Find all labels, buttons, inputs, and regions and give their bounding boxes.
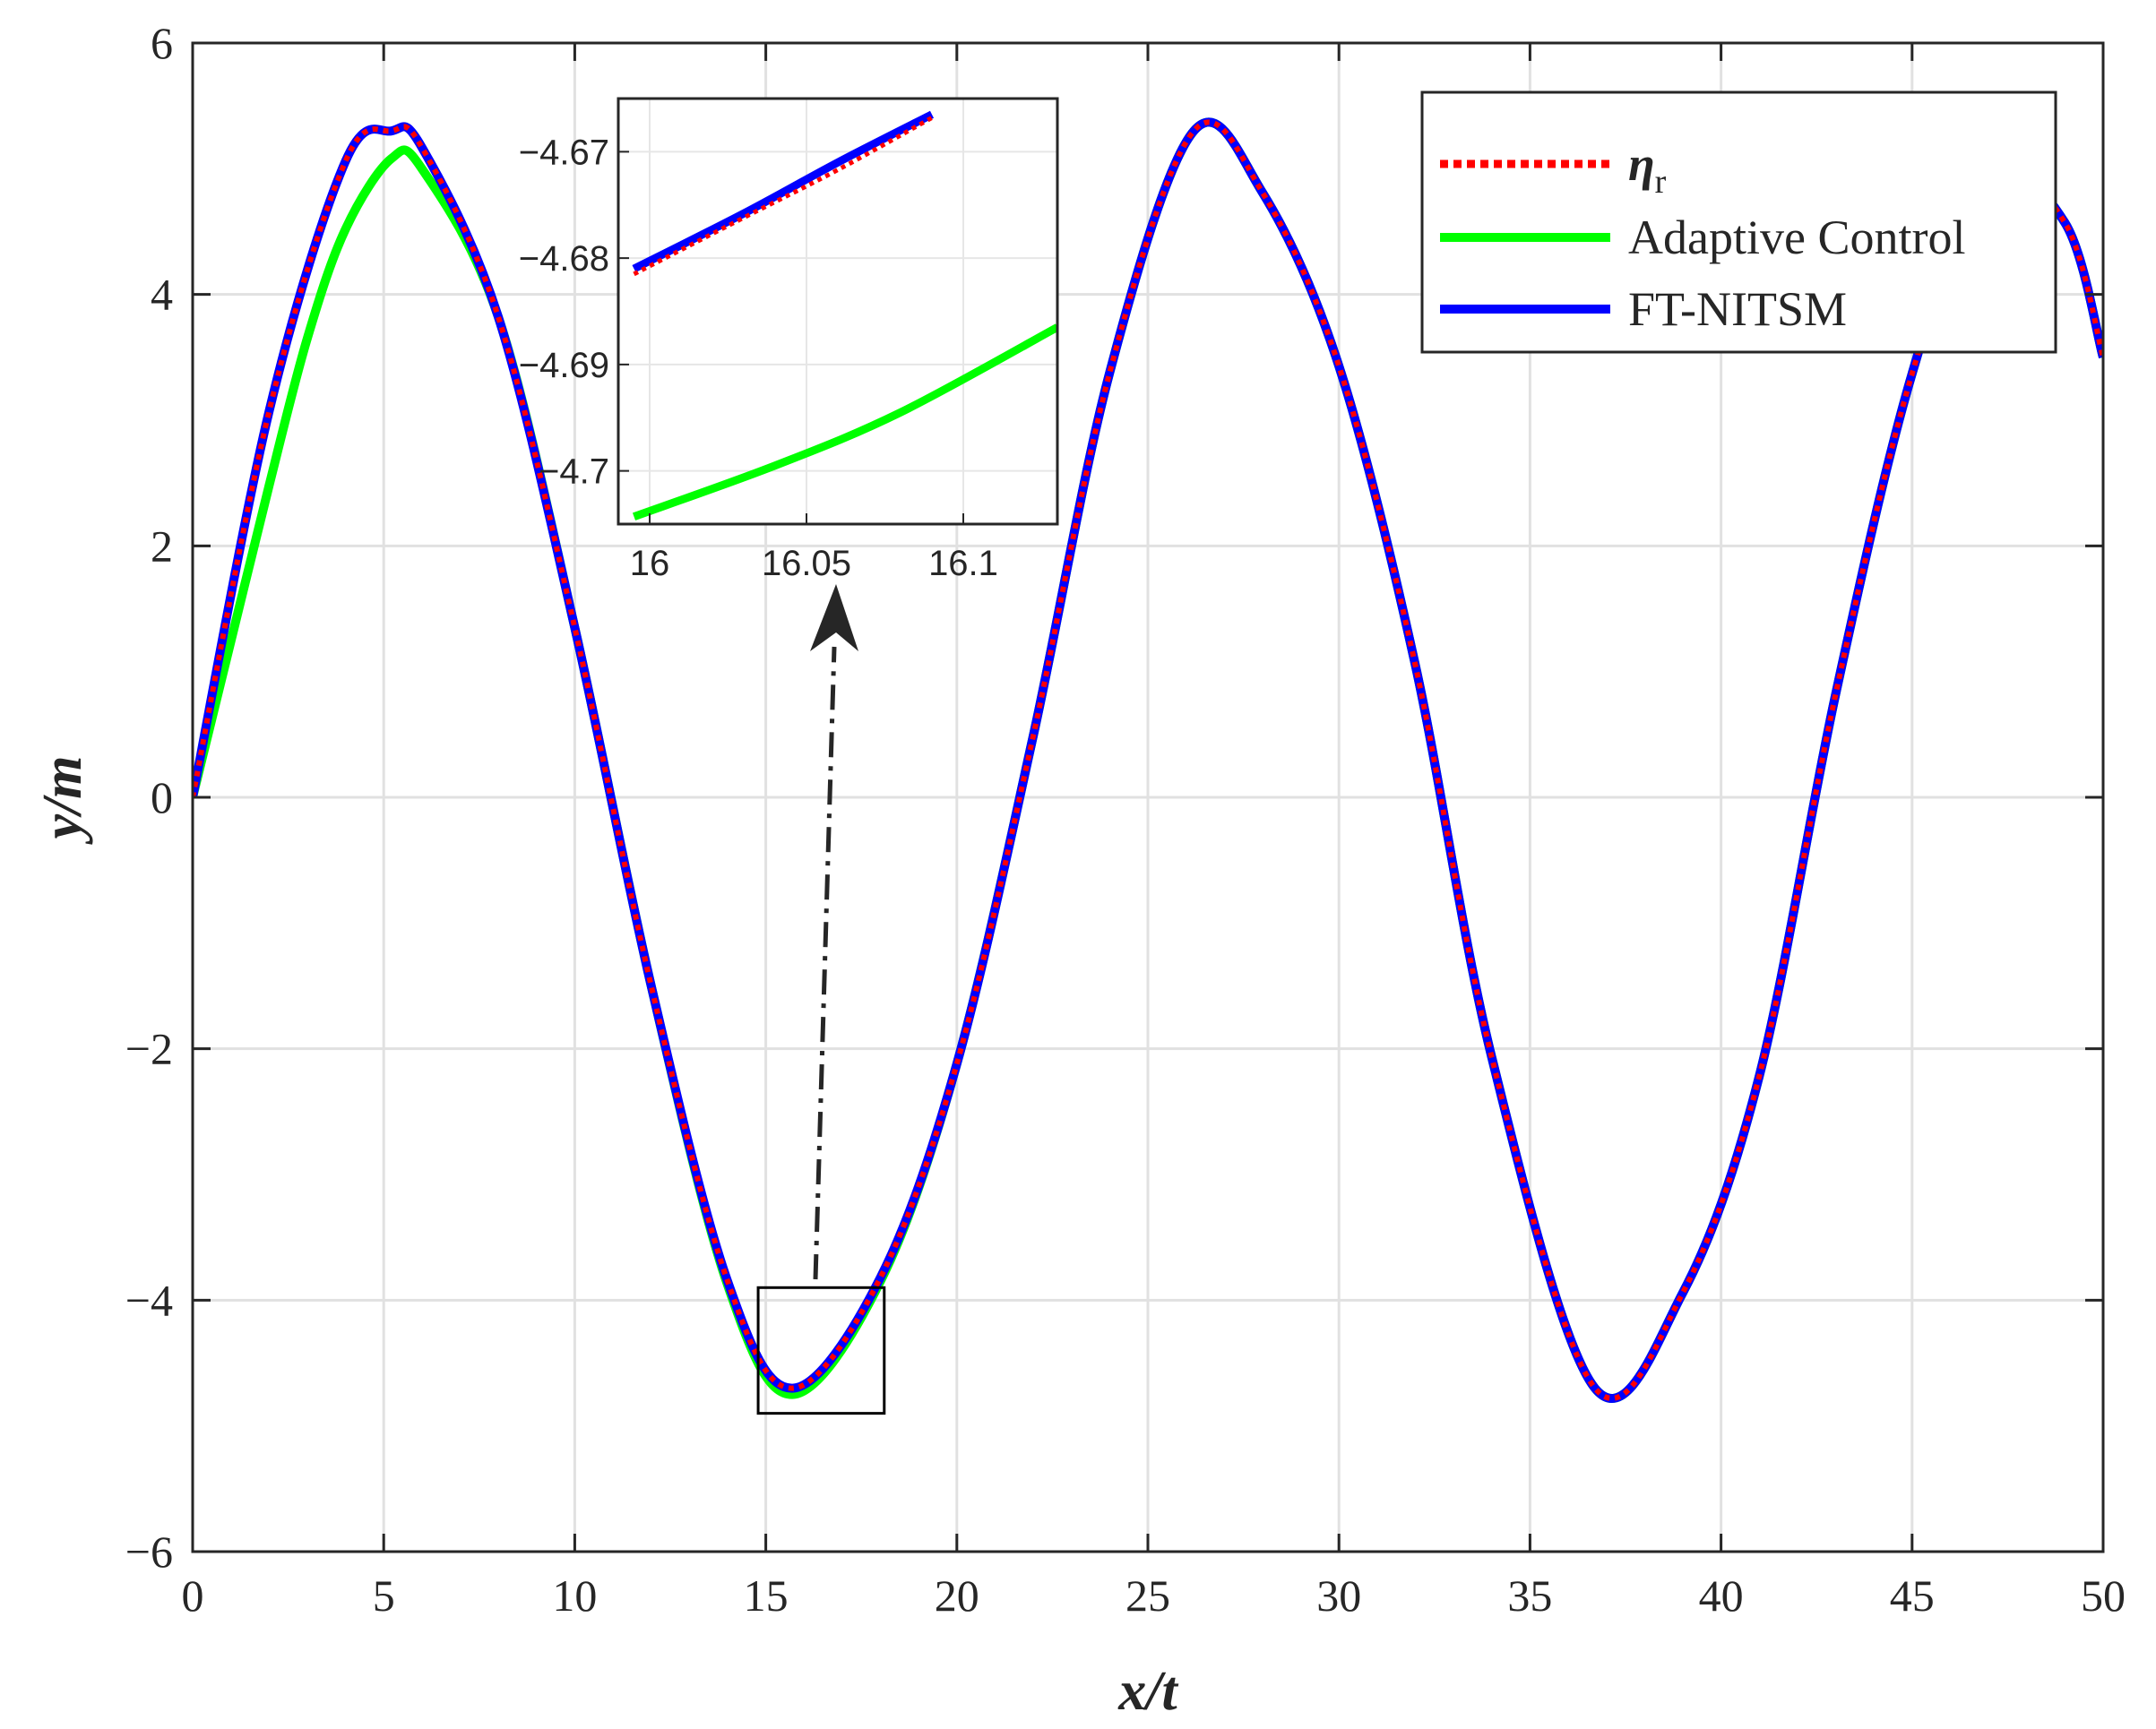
zoom-arrow-head [810, 584, 858, 651]
legend-label-symbol: η [1628, 137, 1655, 191]
legend: ηr Adaptive Control FT-NITSM [1420, 90, 2057, 354]
inset-y-tick-label: −4.67 [519, 133, 609, 172]
inset-series-line--r [633, 116, 934, 277]
inset-x-tick-label: 16 [630, 544, 670, 583]
y-tick-label: 2 [151, 520, 173, 571]
inset-y-tick-label: −4.69 [519, 346, 609, 385]
x-tick-label: 0 [182, 1570, 204, 1621]
series-line--r [193, 119, 2103, 1401]
x-tick-label: 20 [935, 1570, 979, 1621]
x-tick-label: 10 [552, 1570, 597, 1621]
zoom-region-box [756, 1286, 886, 1415]
x-tick-label: 15 [744, 1570, 789, 1621]
y-tick-label: 0 [151, 772, 173, 822]
y-tick-label: 4 [151, 270, 173, 320]
x-tick-label: 5 [373, 1570, 395, 1621]
legend-label-1: Adaptive Control [1628, 211, 1965, 264]
y-tick-label: −4 [125, 1275, 173, 1325]
x-tick-label: 35 [1507, 1570, 1552, 1621]
legend-label-2: FT-NITSM [1628, 282, 1847, 336]
x-tick-label: 40 [1699, 1570, 1744, 1621]
x-tick-label: 45 [1890, 1570, 1935, 1621]
inset-background [618, 99, 1057, 524]
inset-series-line-ft-nitsm [632, 110, 935, 273]
inset-y-tick-label: −4.7 [539, 452, 609, 492]
inset-series-line-adaptive-control [632, 323, 1057, 520]
inset-lines [632, 110, 1057, 520]
grid [193, 43, 2103, 1552]
x-axis-label: x/t [1117, 1661, 1178, 1722]
legend-label-subscript: r [1655, 163, 1667, 201]
y-tick-label: −2 [125, 1024, 173, 1074]
x-tick-label: 30 [1316, 1570, 1361, 1621]
axis-tick-labels: 0 5 10 15 20 25 30 35 40 45 50 −6 −4 −2 0 2 4 6 [125, 18, 2126, 1621]
x-tick-label: 50 [2081, 1570, 2126, 1621]
inset-ticks: 16 16.05 16.1 −4.67 −4.68 −4.69 −4.7 [519, 133, 998, 583]
zoom-arrow [810, 584, 858, 1280]
main-lines [193, 117, 2103, 1403]
axis-ticks [191, 41, 2105, 1553]
inset-x-tick-label: 16.1 [928, 544, 998, 583]
x-tick-label: 25 [1125, 1570, 1170, 1621]
y-tick-label: −6 [125, 1527, 173, 1577]
inset-frame [617, 97, 1059, 526]
inset-y-tick-label: −4.68 [519, 239, 609, 279]
y-tick-label: 6 [151, 18, 173, 68]
y-axis-label: y/m [32, 756, 93, 846]
inset-x-tick-label: 16.05 [762, 544, 851, 583]
zoom-arrow-line [813, 646, 837, 1280]
legend-label-0: ηr [1628, 137, 1667, 201]
